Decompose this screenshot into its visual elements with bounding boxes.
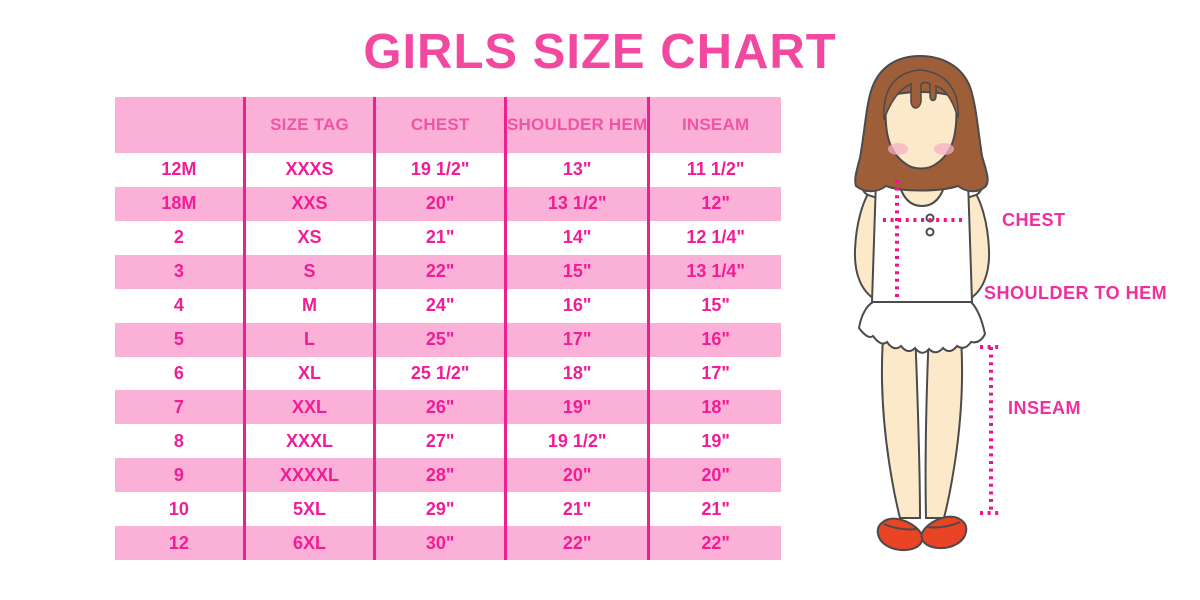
girl-blush-left <box>888 143 908 155</box>
table-cell: XL <box>245 356 377 391</box>
table-cell: 19" <box>507 390 651 425</box>
table-cell: 21" <box>650 492 781 527</box>
shoulder-to-hem-label: SHOULDER TO HEM <box>984 283 1168 303</box>
inseam-label: INSEAM <box>1008 398 1082 418</box>
table-cell: 17" <box>507 322 651 357</box>
table-cell: 13 1/2" <box>507 186 651 221</box>
table-cell: 13" <box>507 153 651 187</box>
girl-top-button-2 <box>925 227 935 237</box>
table-cell: 9 <box>115 458 246 493</box>
table-cell: 19 1/2" <box>376 153 508 187</box>
table-cell: 3 <box>115 254 246 289</box>
table-cell: 12 1/4" <box>650 220 781 255</box>
table-cell: 20" <box>650 458 781 493</box>
table-cell: 27" <box>376 424 508 459</box>
table-cell: XXS <box>245 186 377 221</box>
girl-skirt <box>857 301 987 354</box>
table-cell: 22" <box>507 526 651 560</box>
table-cell: 12M <box>115 153 246 187</box>
table-cell: 8 <box>115 424 246 459</box>
girl-shoe-strap-right <box>926 521 961 529</box>
table-cell: 26" <box>376 390 508 425</box>
table-cell: 19 1/2" <box>507 424 651 459</box>
girl-leg-right <box>924 324 963 519</box>
table-cell: S <box>245 254 377 289</box>
table-cell <box>115 97 246 153</box>
table-cell: 22" <box>650 526 781 560</box>
table-cell: 4 <box>115 288 246 323</box>
table-cell: 20" <box>507 458 651 493</box>
table-cell: 15" <box>650 288 781 323</box>
table-cell: 18" <box>650 390 781 425</box>
table-cell: 29" <box>376 492 508 527</box>
table-cell: 10 <box>115 492 246 527</box>
girl-shoe-strap-left <box>883 523 918 531</box>
table-cell: 16" <box>650 322 781 357</box>
page-title: GIRLS SIZE CHART <box>363 25 837 79</box>
table-cell: 14" <box>507 220 651 255</box>
girl-bangs <box>883 69 959 121</box>
table-cell: 22" <box>376 254 508 289</box>
table-cell: M <box>245 288 377 323</box>
table-cell: SIZE TAG <box>245 97 377 153</box>
table-cell: 20" <box>376 186 508 221</box>
table-cell: 5 <box>115 322 246 357</box>
table-cell: 25 1/2" <box>376 356 508 391</box>
table-cell: 12 <box>115 526 246 560</box>
table-cell: 6XL <box>245 526 377 560</box>
table-cell: SHOULDER HEM <box>507 97 651 153</box>
table-cell: XXL <box>245 390 377 425</box>
table-cell: INSEAM <box>650 97 781 153</box>
table-cell: 28" <box>376 458 508 493</box>
table-cell: 18" <box>507 356 651 391</box>
table-cell: 30" <box>376 526 508 560</box>
table-cell: XS <box>245 220 377 255</box>
table-cell: 6 <box>115 356 246 391</box>
table-cell: 25" <box>376 322 508 357</box>
table-cell: 21" <box>507 492 651 527</box>
table-cell: 12" <box>650 186 781 221</box>
table-cell: 16" <box>507 288 651 323</box>
table-cell: 18M <box>115 186 246 221</box>
size-chart-table: SIZE TAG CHEST SHOULDER HEM INSEAM 12M XXXS 19… <box>115 97 781 560</box>
table-cell: XXXL <box>245 424 377 459</box>
table-cell: XXXS <box>245 153 377 187</box>
table-cell: 11 1/2" <box>650 153 781 187</box>
table-cell: 5XL <box>245 492 377 527</box>
table-cell: XXXXL <box>245 458 377 493</box>
table-cell: 21" <box>376 220 508 255</box>
table-cell: CHEST <box>376 97 508 153</box>
table-cell: 19" <box>650 424 781 459</box>
table-cell: L <box>245 322 377 357</box>
girl-illustration <box>853 54 1002 552</box>
table-cell: 17" <box>650 356 781 391</box>
girl-blush-right <box>934 143 954 155</box>
table-cell: 13 1/4" <box>650 254 781 289</box>
table-cell: 15" <box>507 254 651 289</box>
table-cell: 2 <box>115 220 246 255</box>
chest-label: CHEST <box>1002 210 1066 230</box>
table-cell: 24" <box>376 288 508 323</box>
girl-leg-left <box>881 324 922 519</box>
table-cell: 7 <box>115 390 246 425</box>
